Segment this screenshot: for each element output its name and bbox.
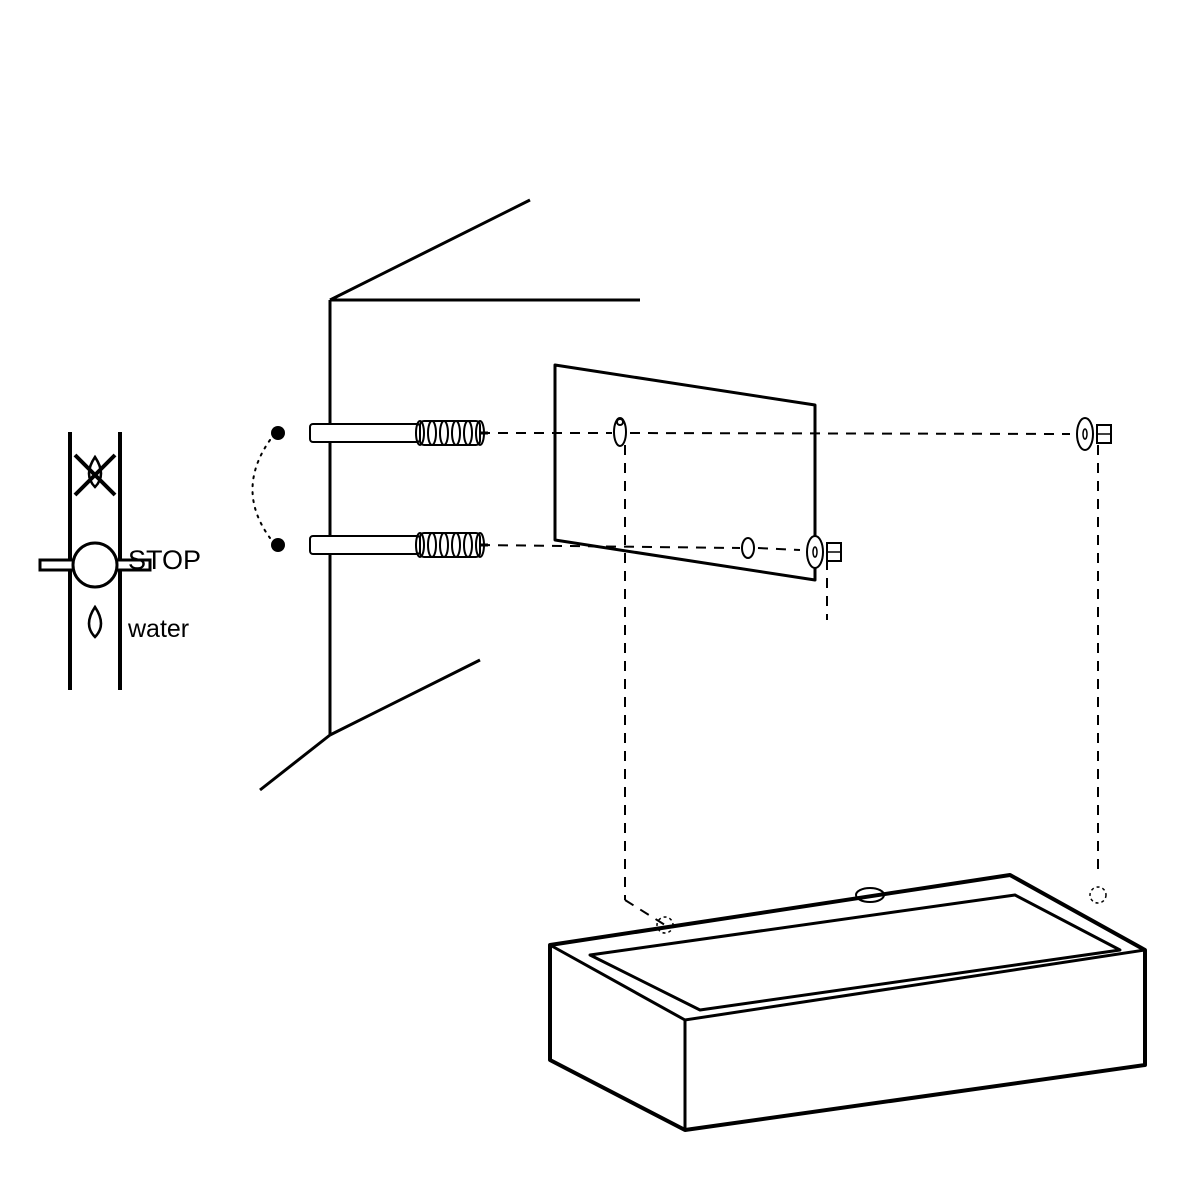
wall-drill-holes (253, 426, 286, 552)
water-label: water (128, 615, 189, 644)
expansion-bolt-2 (310, 533, 488, 557)
washer-nut-2 (1077, 418, 1111, 450)
basin (550, 875, 1145, 1130)
washer-nut-1 (807, 536, 841, 568)
expansion-bolt-1 (310, 421, 488, 445)
stop-label: STOP (128, 545, 201, 576)
